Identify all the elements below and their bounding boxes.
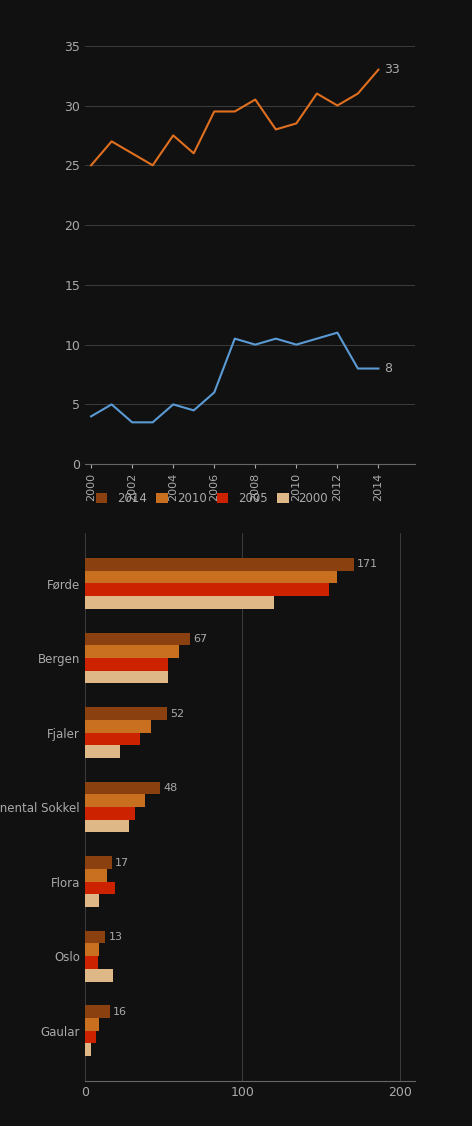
Bar [85,882,115,894]
Bar [85,745,119,758]
Text: 33: 33 [385,63,400,77]
Bar [85,1030,96,1044]
Bar [85,633,190,645]
Text: 13: 13 [109,932,123,942]
Bar [85,571,337,583]
Bar [85,720,151,733]
Bar [85,583,329,596]
Bar [85,1006,110,1018]
Text: 48: 48 [164,783,178,793]
Bar [85,733,140,745]
Text: 52: 52 [170,708,184,718]
Text: 171: 171 [357,560,378,570]
Bar [85,820,129,832]
Bar [85,558,354,571]
Bar [85,1044,91,1056]
Bar [85,968,113,982]
Bar [85,645,179,658]
Legend: 2014, 2010, 2005, 2000: 2014, 2010, 2005, 2000 [91,488,332,510]
Bar [85,956,98,968]
Bar [85,931,105,944]
Bar [85,658,169,671]
Text: 8: 8 [385,363,393,375]
Bar [85,1018,99,1030]
Text: 67: 67 [194,634,208,644]
Bar [85,596,274,609]
Bar [85,869,107,882]
Bar [85,707,167,720]
Bar [85,944,99,956]
Bar [85,795,145,807]
Bar [85,894,99,906]
Bar [85,807,135,820]
Text: 16: 16 [113,1007,127,1017]
Text: 17: 17 [115,858,129,868]
Bar [85,671,169,683]
Bar [85,856,112,869]
Bar [85,781,160,795]
